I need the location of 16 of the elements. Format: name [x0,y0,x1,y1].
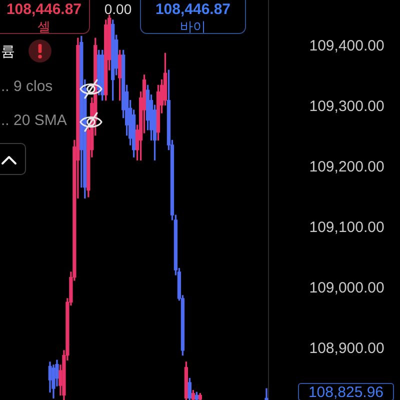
text: 륨 [1,43,15,59]
y-tick-label: 109,100.00 [309,218,384,236]
annotation: 108,446.87 [155,1,231,18]
y-tick-label: 109,200.00 [309,158,384,176]
candlestick [264,388,268,400]
y-tick-label: 108,900.00 [309,340,384,357]
annotation: .. 20 SMA [1,112,67,129]
y-tick-label: 109,400.00 [309,38,384,55]
annotation: 0.00 [104,1,132,17]
annotation: 셀 [38,19,50,34]
annotation: 바이 [180,19,206,34]
annotation: .. 9 clos [1,78,53,95]
annotation: 108,446.87 [6,1,82,18]
text: 108,825.96 [308,384,384,400]
y-tick-label: 109,300.00 [309,98,384,116]
y-tick-label: 109,000.00 [309,279,384,296]
